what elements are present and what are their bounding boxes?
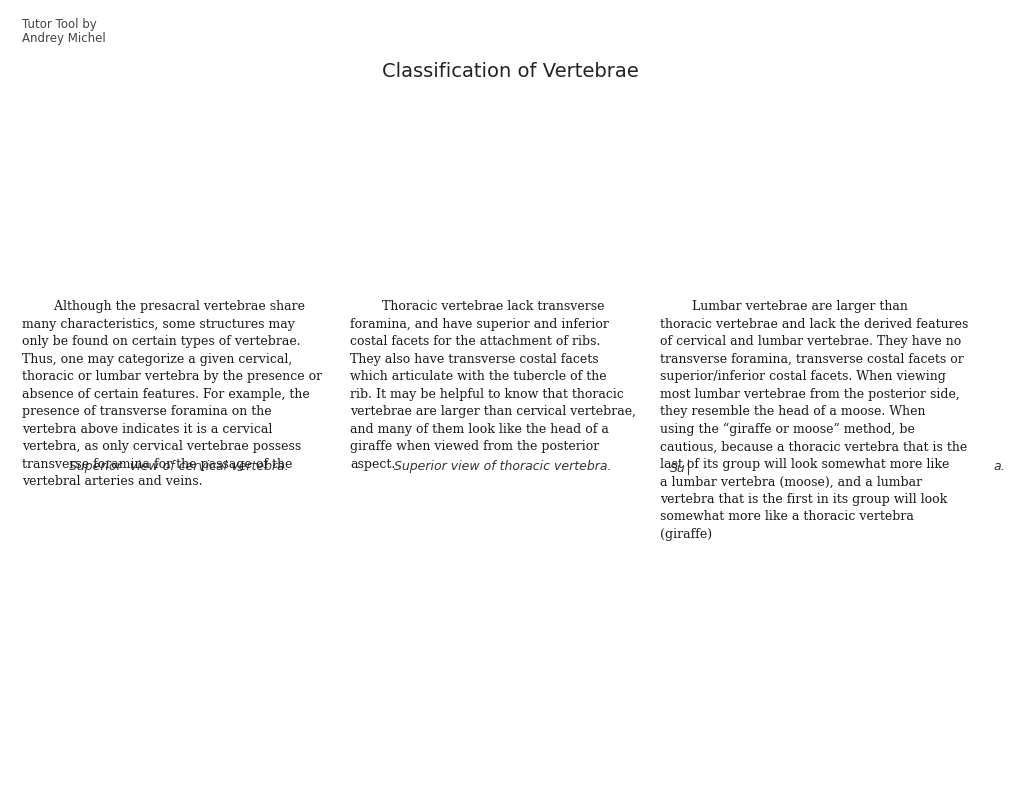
- Bar: [18, 115, 339, 455]
- Text: Although the presacral vertebrae share
many characteristics, some structures may: Although the presacral vertebrae share m…: [22, 300, 322, 488]
- Text: Andrey Michel: Andrey Michel: [22, 32, 106, 45]
- Text: Classification of Vertebrae: Classification of Vertebrae: [381, 62, 638, 81]
- Bar: [659, 115, 1007, 455]
- Text: Superior view of thoracic vertebra.: Superior view of thoracic vertebra.: [394, 460, 611, 473]
- Text: a.: a.: [993, 460, 1004, 473]
- Text: Su│: Su│: [669, 460, 693, 475]
- Bar: [347, 115, 657, 455]
- Text: Lumbar vertebrae are larger than
thoracic vertebrae and lack the derived feature: Lumbar vertebrae are larger than thoraci…: [659, 300, 967, 541]
- Text: Tutor Tool by: Tutor Tool by: [22, 18, 97, 31]
- Text: Thoracic vertebrae lack transverse
foramina, and have superior and inferior
cost: Thoracic vertebrae lack transverse foram…: [350, 300, 636, 470]
- Text: Superior  view of cervical vertebra.: Superior view of cervical vertebra.: [69, 460, 288, 473]
